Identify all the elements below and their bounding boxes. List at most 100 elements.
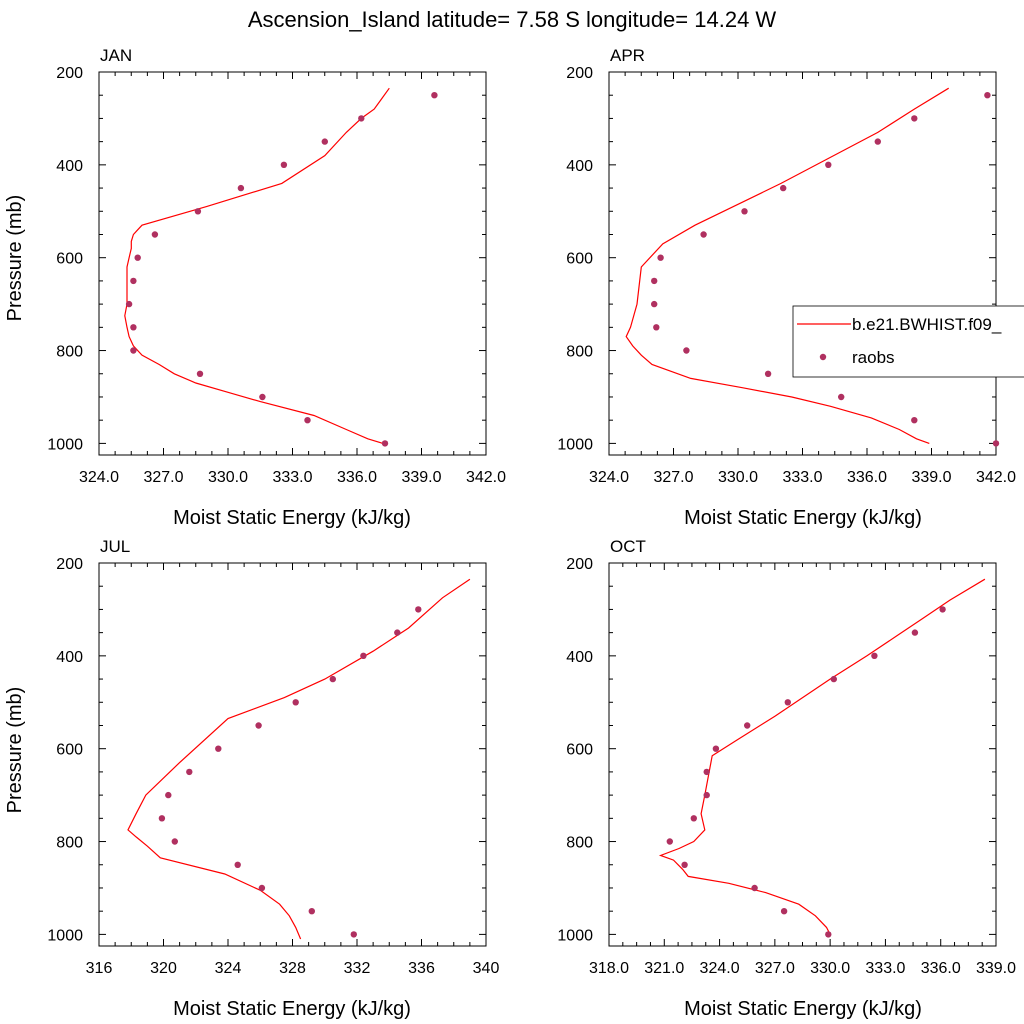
panel-label: APR: [610, 46, 645, 65]
x-tick-label: 324.0: [79, 469, 119, 486]
raobs-point: [666, 838, 673, 845]
raobs-point: [196, 370, 204, 377]
x-axis-label: Moist Static Energy (kJ/kg): [684, 998, 922, 1020]
raobs-point: [130, 277, 137, 285]
y-tick-label: 600: [566, 742, 593, 759]
raobs-point: [874, 138, 881, 145]
raobs-point: [871, 652, 878, 659]
x-tick-label: 324.0: [700, 960, 740, 977]
y-tick-label: 800: [56, 344, 83, 361]
raobs-point: [215, 745, 222, 752]
y-tick-label: 1000: [557, 436, 593, 453]
raobs-point: [681, 861, 688, 868]
legend-label-raobs: raobs: [852, 348, 895, 367]
y-tick-label: 400: [56, 649, 83, 666]
y-tick-label: 800: [566, 835, 593, 852]
raobs-point: [329, 675, 336, 683]
raobs-point: [751, 884, 758, 892]
raobs-point: [304, 417, 311, 424]
x-tick-label: 330.0: [718, 469, 758, 486]
plot-area: 324.0 327.0 330.0 333.0 336.0 339.0 342.0 200 40…: [557, 65, 1016, 486]
y-tick-label: 1000: [47, 436, 83, 453]
y-tick-label: 400: [566, 158, 593, 175]
raobs-point: [744, 722, 751, 729]
raobs-point: [939, 606, 946, 613]
y-tick-label: 400: [566, 649, 593, 666]
panel-oct: OCT 318.0 321.0 324.0 327.0 330.0 333.0 336.0 3…: [557, 537, 1016, 1020]
raobs-point: [130, 347, 137, 354]
x-tick-label: 318.0: [589, 960, 629, 977]
raobs-point: [360, 652, 367, 659]
x-tick-label: 324: [215, 960, 242, 977]
x-tick-label: 327.0: [653, 469, 693, 486]
x-tick-label: 336.0: [337, 469, 377, 486]
x-tick-label: 336.0: [847, 469, 887, 486]
panel-jul: JUL 316 320 324 328 332 336 340 200 400 600 800 100…: [4, 537, 499, 1020]
x-tick-label: 320: [150, 960, 177, 977]
y-tick-label: 800: [566, 344, 593, 361]
raobs-point: [237, 184, 245, 192]
x-tick-label: 339.0: [976, 960, 1016, 977]
y-axis-label: Pressure (mb): [4, 195, 26, 322]
x-tick-label: 333.0: [865, 960, 905, 977]
raobs-point: [194, 208, 202, 215]
raobs-point: [234, 861, 241, 868]
model-line: [124, 87, 390, 444]
x-tick-label: 330.0: [208, 469, 248, 486]
raobs-point: [651, 277, 658, 285]
raobs-point: [703, 768, 710, 776]
raobs-point: [125, 300, 133, 308]
y-tick-label: 600: [566, 251, 593, 268]
raobs-point: [130, 324, 137, 331]
panel-label: OCT: [610, 537, 646, 556]
raobs-point: [292, 699, 299, 706]
raobs-point: [280, 161, 288, 168]
raobs-point: [690, 815, 697, 822]
raobs-point: [651, 300, 658, 308]
y-tick-label: 1000: [557, 927, 593, 944]
legend: b.e21.BWHIST.f09_ raobs: [792, 305, 1024, 378]
x-tick-label: 333.0: [782, 469, 822, 486]
raobs-point: [764, 370, 772, 377]
raobs-point: [911, 629, 919, 636]
model-line: [127, 578, 471, 940]
raobs-point: [741, 208, 748, 215]
plot-frame: [98, 562, 487, 947]
x-tick-label: 342.0: [976, 469, 1016, 486]
raobs-point: [134, 254, 141, 261]
raobs-point: [186, 768, 193, 776]
y-tick-label: 200: [56, 65, 83, 82]
plot-area: 318.0 321.0 324.0 327.0 330.0 333.0 336.0 339.0…: [557, 556, 1016, 977]
y-tick-label: 200: [56, 556, 83, 573]
x-tick-label: 321.0: [644, 960, 684, 977]
raobs-point: [700, 231, 707, 238]
y-tick-label: 200: [566, 556, 593, 573]
raobs-point: [984, 92, 991, 99]
x-tick-label: 342.0: [466, 469, 506, 486]
raobs-point: [657, 254, 664, 261]
figure-title: Ascension_Island latitude= 7.58 S longit…: [248, 7, 777, 32]
raobs-point: [321, 138, 328, 145]
x-tick-label: 327.0: [143, 469, 183, 486]
raobs-point: [350, 931, 357, 938]
raobs-point: [911, 115, 918, 122]
x-tick-label: 328: [279, 960, 306, 977]
raobs-point: [653, 324, 660, 331]
panel-apr: APR 324.0 327.0 330.0 333.0 336.0 339.0 342.0 2…: [557, 46, 1024, 529]
plot-frame: [608, 562, 997, 947]
plot-frame: [98, 71, 487, 456]
x-axis-label: Moist Static Energy (kJ/kg): [173, 998, 411, 1020]
y-tick-label: 1000: [47, 927, 83, 944]
panel-label: JUL: [100, 537, 130, 556]
y-tick-label: 600: [56, 742, 83, 759]
raobs-point: [992, 440, 1000, 447]
x-tick-label: 339.0: [401, 469, 441, 486]
raobs-point: [171, 838, 178, 845]
raobs-point: [358, 115, 365, 122]
model-line: [658, 578, 986, 935]
legend-marker-swatch: [819, 353, 827, 361]
raobs-point: [308, 908, 315, 915]
legend-box: [792, 305, 1024, 378]
x-axis-label: Moist Static Energy (kJ/kg): [173, 507, 411, 529]
